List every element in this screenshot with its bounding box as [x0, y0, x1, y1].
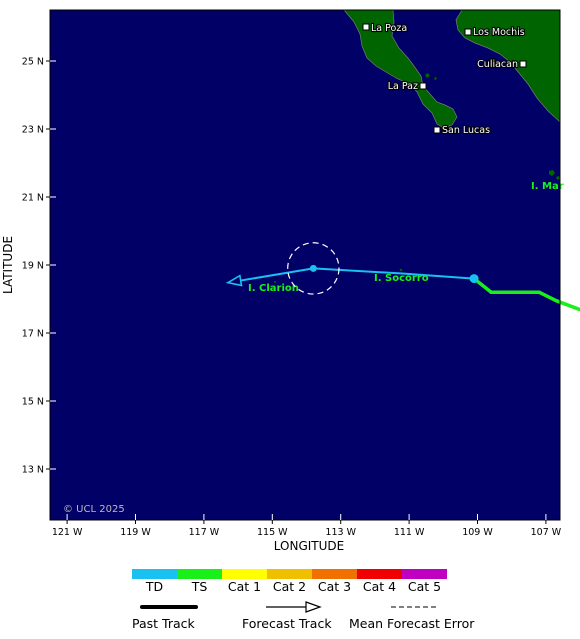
past-track-key: Past Track [132, 601, 242, 631]
y-axis-title: LATITUDE [1, 236, 15, 294]
los-mochis-marker [464, 28, 472, 36]
y-tick-label: 15 N [22, 397, 44, 408]
forecast-error-circle [287, 242, 340, 295]
socorro-island [399, 268, 403, 272]
city-markers [362, 23, 527, 134]
track-layer [225, 242, 580, 312]
san-lucas-marker [433, 126, 441, 134]
axis-layer: 121 W 119 W 117 W 115 W 113 W 111 W 109 W 107 W… [22, 9, 562, 538]
culiacan-label: Culiacan [477, 59, 518, 70]
x-tick-label: 117 W [189, 527, 220, 538]
x-axis-title: LONGITUDE [274, 539, 344, 553]
la-paz-marker [419, 82, 427, 90]
ts-color-swatch [177, 569, 222, 579]
y-tick-label: 23 N [22, 125, 44, 136]
islas-marias-label: I. Mar [531, 181, 564, 192]
forecast-track-label: Forecast Track [242, 616, 332, 631]
past-track-segment [554, 298, 580, 312]
gulf-island [425, 73, 430, 78]
x-tick-label: 115 W [257, 527, 288, 538]
clarion-island [274, 281, 276, 283]
scale-label-cat2: Cat 2 [272, 579, 307, 594]
baja-california-land [343, 9, 458, 129]
x-tick-label: 109 W [462, 527, 493, 538]
x-tick-label: 121 W [52, 527, 83, 538]
cat2-color-swatch [267, 569, 312, 579]
scale-label-cat3: Cat 3 [317, 579, 352, 594]
scale-label-cat1: Cat 1 [227, 579, 262, 594]
intensity-color-scale [132, 569, 447, 579]
y-tick-label: 21 N [22, 193, 44, 204]
gulf-island [434, 77, 437, 80]
past-track-line-icon [140, 605, 198, 609]
scale-label-td: TD [145, 579, 164, 594]
ocean-area [50, 10, 560, 520]
copyright-label: © UCL 2025 [63, 504, 125, 515]
scale-label-ts: TS [191, 579, 208, 594]
islas-marias-land [556, 176, 560, 180]
scale-label-cat4: Cat 4 [362, 579, 397, 594]
la-poza-label: La Poza [371, 23, 407, 34]
y-tick-label: 13 N [22, 465, 44, 476]
forecast-arrow-icon [266, 601, 322, 613]
x-tick-label: 111 W [394, 527, 425, 538]
past-track-segment [537, 290, 558, 303]
current-position-dot [469, 274, 479, 284]
y-tick-label: 25 N [22, 57, 44, 68]
mean-error-key: Mean Forecast Error [349, 601, 489, 631]
forecast-arrowhead [225, 274, 243, 287]
cat4-color-swatch [357, 569, 402, 579]
cat5-color-swatch [402, 569, 447, 579]
forecast-track-key: Forecast Track [242, 601, 352, 631]
storm-track-map: La Poza Los Mochis Culiacan La Paz San L… [1, 9, 580, 553]
isla-clarion-label: I. Clarion [248, 283, 299, 294]
intensity-scale-labels: TD TS Cat 1 Cat 2 Cat 3 Cat 4 Cat 5 [132, 579, 447, 594]
forecast-position-dot [309, 264, 317, 272]
los-mochis-label: Los Mochis [473, 27, 525, 38]
san-lucas-label: San Lucas [442, 125, 490, 136]
x-tick-label: 119 W [120, 527, 151, 538]
past-track-label: Past Track [132, 616, 195, 631]
scale-label-cat5: Cat 5 [407, 579, 442, 594]
forecast-track-line [227, 267, 475, 284]
isla-socorro-label: I. Socorro [374, 273, 429, 284]
x-tick-label: 113 W [325, 527, 356, 538]
legend: TD TS Cat 1 Cat 2 Cat 3 Cat 4 Cat 5 Past… [0, 560, 580, 639]
la-poza-marker [362, 23, 370, 31]
cat1-color-swatch [222, 569, 267, 579]
cat3-color-swatch [312, 569, 357, 579]
culiacan-marker [519, 60, 527, 68]
y-tick-label: 19 N [22, 261, 44, 272]
y-tick-label: 17 N [22, 329, 44, 340]
td-color-swatch [132, 569, 177, 579]
islas-marias-land [549, 170, 555, 176]
mean-forecast-error-label: Mean Forecast Error [349, 616, 475, 631]
mainland-mexico-land [455, 9, 561, 123]
dashed-line-icon [391, 606, 437, 608]
x-tick-label: 107 W [531, 527, 562, 538]
la-paz-label: La Paz [388, 81, 418, 92]
